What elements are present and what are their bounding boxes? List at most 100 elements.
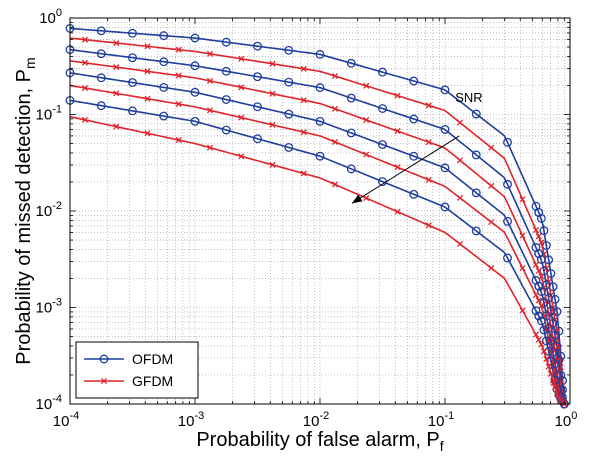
data-point-circle — [284, 45, 294, 55]
data-point-x — [535, 233, 542, 240]
data-point-x — [535, 336, 542, 343]
data-point-circle — [539, 226, 549, 236]
data-point-x — [519, 232, 526, 239]
data-point-circle — [534, 311, 544, 321]
data-point-circle — [284, 77, 294, 87]
data-point-circle — [409, 189, 419, 199]
data-point-x — [532, 261, 540, 268]
data-point-x — [519, 307, 526, 314]
data-point-x — [269, 161, 276, 168]
data-point-circle — [190, 116, 200, 126]
data-point-x — [519, 264, 526, 272]
y-axis-title-main: Probability of missed detection, P — [13, 69, 35, 365]
data-point-x — [113, 90, 120, 97]
data-point-circle — [409, 76, 419, 86]
snr-annotation: SNR — [351, 90, 483, 204]
data-point-circle — [128, 53, 137, 63]
legend-entry-ofdm: OFDM — [84, 351, 173, 367]
legend-entries: OFDM GFDM — [84, 351, 173, 389]
data-point-x — [81, 36, 89, 43]
data-point-circle — [96, 101, 106, 111]
data-point-circle — [221, 95, 231, 104]
data-point-circle — [440, 163, 450, 173]
data-point-circle — [550, 330, 560, 340]
data-point-circle — [284, 143, 294, 152]
data-point-x — [238, 153, 245, 160]
data-point-x — [113, 64, 120, 71]
data-point-x — [81, 84, 89, 92]
data-point-x — [425, 222, 432, 229]
data-point-circle — [440, 124, 450, 134]
data-point-x — [394, 164, 401, 171]
data-point-x — [535, 297, 542, 304]
data-point-circle — [159, 82, 169, 92]
legend-label: OFDM — [132, 351, 173, 367]
data-point-circle — [346, 128, 356, 138]
data-point-circle — [315, 83, 325, 93]
data-point-circle — [346, 58, 356, 68]
data-point-x — [269, 60, 276, 67]
data-point-x — [175, 101, 182, 108]
data-point-circle — [534, 281, 544, 291]
legend-marker-x — [100, 377, 108, 385]
data-point-circle — [409, 151, 419, 161]
data-point-circle — [253, 102, 262, 112]
data-point-x — [545, 363, 552, 370]
series-line — [69, 37, 566, 405]
data-point-circle — [128, 78, 137, 88]
data-point-circle — [346, 93, 356, 103]
data-point-x — [488, 219, 495, 226]
data-point-circle — [159, 31, 169, 41]
data-point-circle — [190, 61, 200, 71]
data-point-x — [113, 123, 120, 130]
data-point-x — [144, 130, 151, 137]
data-point-circle — [315, 116, 325, 126]
series-ofdm-4 — [65, 68, 569, 409]
x-tick-label: 100 — [555, 410, 578, 430]
data-point-x — [532, 227, 540, 234]
y-tick-label-exponent: -4 — [52, 393, 62, 405]
data-point-x — [206, 50, 214, 57]
data-point-x — [331, 105, 339, 112]
x-axis-title-main: Probability of false alarm, P — [196, 429, 439, 451]
series-line — [69, 27, 566, 405]
data-point-x — [547, 370, 554, 377]
data-point-circle — [378, 67, 387, 77]
y-tick-label: 10-3 — [36, 297, 62, 317]
data-point-x — [488, 144, 495, 151]
data-point-circle — [539, 325, 549, 335]
data-point-x — [394, 92, 401, 99]
legend: OFDM GFDM — [75, 341, 199, 399]
legend-marker-circle — [99, 354, 109, 364]
legend-label: GFDM — [132, 373, 173, 389]
data-point-x — [488, 265, 495, 272]
data-point-x — [206, 107, 214, 114]
data-point-circle — [440, 202, 450, 212]
data-point-x — [81, 59, 89, 66]
data-point-circle — [378, 140, 387, 150]
data-point-x — [144, 95, 151, 102]
data-point-circle — [503, 179, 512, 189]
data-point-x — [363, 116, 370, 124]
data-point-x — [363, 82, 370, 89]
x-tick-label-base: 10 — [555, 413, 572, 430]
data-point-circle — [471, 109, 481, 119]
series-line — [69, 48, 566, 405]
data-point-x — [144, 68, 151, 75]
data-point-circle — [315, 49, 325, 59]
data-point-x — [113, 39, 120, 47]
data-point-x — [456, 194, 464, 202]
y-axis-title: Probability of missed detection, Pm — [13, 57, 38, 364]
data-point-x — [175, 46, 182, 53]
data-point-circle — [531, 306, 541, 316]
data-point-circle — [190, 33, 200, 43]
data-point-x — [540, 348, 547, 355]
x-tick-labels: 10-4 10-3 10-2 10-1 100 — [53, 410, 578, 430]
data-point-x — [456, 157, 464, 164]
data-point-circle — [96, 49, 106, 59]
data-point-x — [175, 136, 182, 144]
x-tick-label: 10-3 — [178, 410, 204, 430]
data-point-x — [543, 356, 550, 363]
x-tick-label-exponent: -2 — [319, 410, 329, 422]
